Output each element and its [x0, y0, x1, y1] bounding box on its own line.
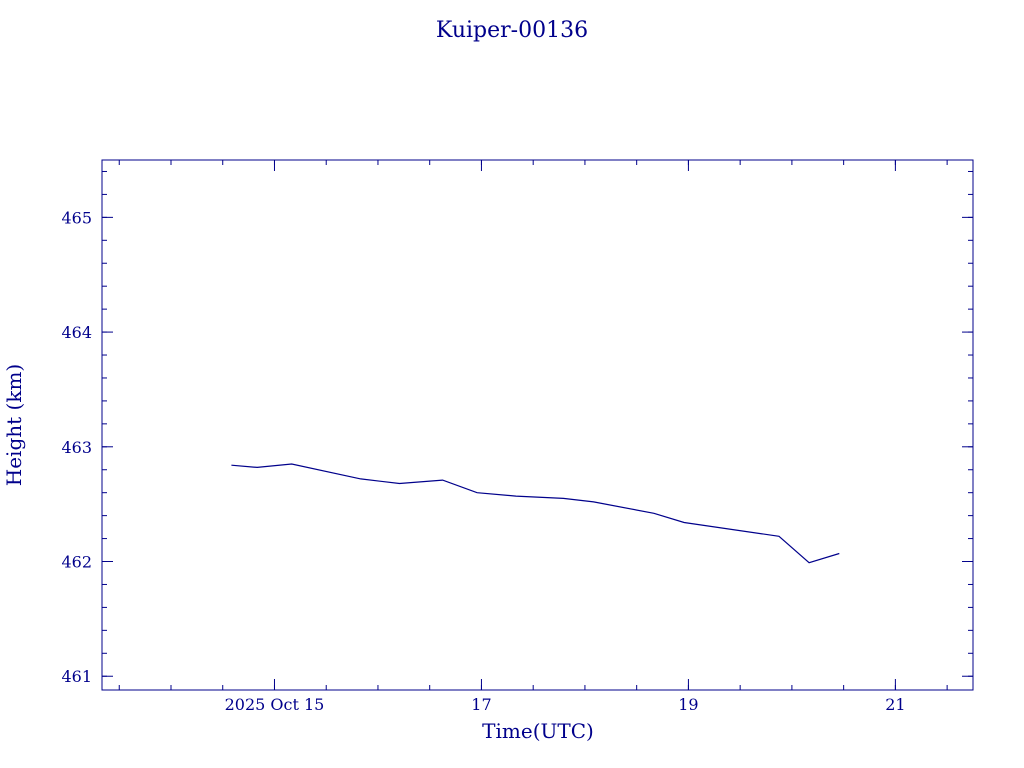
x-tick-label: 21 [885, 695, 905, 714]
y-tick-label: 463 [61, 438, 92, 457]
x-tick-label: 17 [471, 695, 491, 714]
x-tick-label: 19 [678, 695, 698, 714]
y-major-ticks [102, 216, 973, 677]
y-tick-label: 462 [61, 553, 92, 572]
series-group [231, 463, 840, 564]
x-tick-labels: 2025 Oct 15 17 19 21 [225, 695, 906, 714]
y-minor-ticks [102, 170, 973, 677]
x-major-ticks [273, 160, 896, 690]
x-tick-label: 2025 Oct 15 [225, 695, 325, 714]
y-tick-label: 464 [61, 323, 92, 342]
chart-title: Kuiper-00136 [436, 18, 588, 43]
y-tick-label: 465 [61, 208, 92, 227]
x-axis-label: Time(UTC) [482, 719, 594, 743]
y-tick-labels: 461 462 463 464 465 [61, 208, 92, 686]
y-tick-label: 461 [61, 667, 92, 686]
plot-frame [101, 159, 974, 691]
series-line-0 [231, 463, 840, 564]
x-minor-ticks [118, 160, 948, 690]
y-axis-label: Height (km) [2, 364, 26, 486]
